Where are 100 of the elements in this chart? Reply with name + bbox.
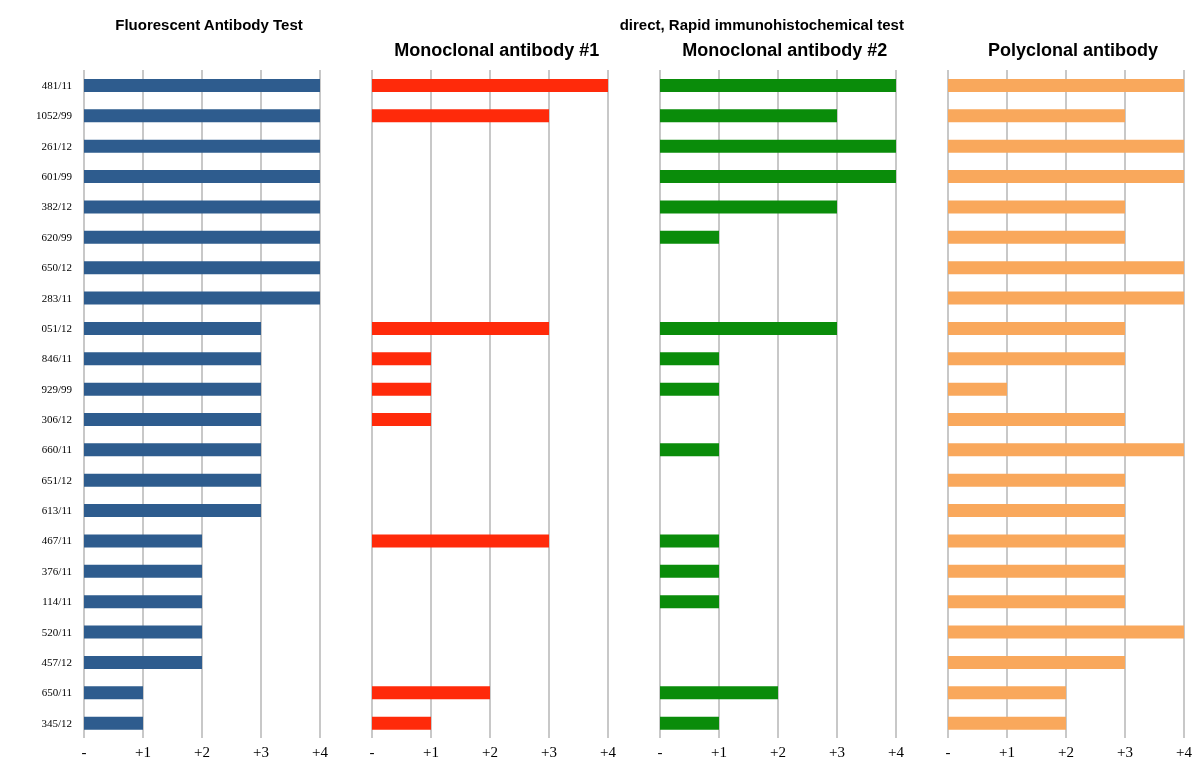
y-tick-label: 345/12 <box>41 716 72 729</box>
y-tick-label: 650/11 <box>41 686 72 699</box>
bar <box>659 716 719 730</box>
bar <box>84 473 261 487</box>
y-tick-label: 382/12 <box>41 200 72 213</box>
x-tick-label: +4 <box>599 743 617 760</box>
bar <box>659 564 719 578</box>
y-tick-label: 261/12 <box>41 139 72 152</box>
bar <box>84 291 320 305</box>
y-tick-label: 613/11 <box>41 504 72 517</box>
bar <box>947 595 1125 609</box>
bar <box>371 686 490 700</box>
x-tick-label: +4 <box>1175 743 1193 760</box>
bar <box>659 352 719 366</box>
bar <box>947 352 1125 366</box>
bar <box>947 291 1184 305</box>
bar <box>84 170 320 184</box>
bar <box>371 382 431 396</box>
bar <box>659 200 837 214</box>
bar <box>947 382 1007 396</box>
y-tick-label: 457/12 <box>41 655 72 668</box>
x-tick-label: +3 <box>253 743 269 760</box>
bar <box>659 170 896 184</box>
bar <box>947 261 1184 275</box>
bar <box>659 230 719 244</box>
bar <box>947 504 1125 518</box>
bar <box>84 443 261 457</box>
bar <box>659 686 778 700</box>
bar <box>947 109 1125 123</box>
bar <box>947 716 1066 730</box>
x-tick-label: - <box>657 743 663 760</box>
x-tick-label: +1 <box>135 743 151 760</box>
bar <box>947 443 1184 457</box>
chart-title: Monoclonal antibody #1 <box>393 40 601 61</box>
bar <box>371 321 549 335</box>
bar <box>371 716 431 730</box>
bar <box>947 139 1184 153</box>
x-tick-label: +3 <box>828 743 845 760</box>
x-tick-label: +4 <box>887 743 905 760</box>
bar <box>84 564 202 578</box>
bar <box>947 230 1125 244</box>
x-tick-label: +2 <box>769 743 786 760</box>
bar <box>659 139 896 153</box>
bar <box>84 79 320 92</box>
chart-title: Polyclonal antibody <box>986 40 1159 61</box>
bar <box>84 413 261 426</box>
y-tick-label: 114/11 <box>42 595 72 608</box>
bar <box>947 473 1125 487</box>
y-tick-label: 846/11 <box>41 352 72 365</box>
bar <box>659 109 837 123</box>
bar <box>371 413 431 426</box>
y-tick-label: 306/12 <box>41 413 72 426</box>
y-tick-label: 660/11 <box>41 443 72 456</box>
x-tick-label: - <box>945 743 951 760</box>
bar <box>371 79 608 92</box>
bar <box>659 382 719 396</box>
y-tick-label: 051/12 <box>41 321 72 334</box>
y-tick-label: 620/99 <box>41 230 73 243</box>
y-tick-label: 929/99 <box>41 382 73 395</box>
x-tick-label: +2 <box>1057 743 1074 760</box>
bar <box>84 261 320 275</box>
bar <box>84 352 261 366</box>
chart-title: Monoclonal antibody #2 <box>681 40 889 61</box>
bar <box>947 534 1125 548</box>
x-tick-label: +2 <box>481 743 498 760</box>
x-tick-label: +3 <box>1116 743 1133 760</box>
bar <box>84 200 320 214</box>
bar <box>947 321 1125 335</box>
chart-subtitle: direct, Rapid immunohistochemical test <box>618 16 905 33</box>
y-tick-label: 467/11 <box>41 534 72 547</box>
bar <box>371 109 549 123</box>
bar <box>84 109 320 123</box>
bar <box>84 321 261 335</box>
bar <box>84 625 202 639</box>
bar <box>659 534 719 548</box>
bar <box>84 716 143 730</box>
bar <box>84 504 261 518</box>
x-tick-label: - <box>369 743 375 760</box>
bar <box>947 625 1184 639</box>
bar <box>947 655 1125 669</box>
bar <box>659 595 719 609</box>
y-tick-label: 601/99 <box>41 170 73 183</box>
bar <box>659 443 719 457</box>
y-tick-label: 1052/99 <box>35 109 73 122</box>
bar <box>371 352 431 366</box>
bar <box>947 170 1184 184</box>
x-tick-label: +3 <box>540 743 557 760</box>
y-tick-label: 283/11 <box>41 291 72 304</box>
bar <box>371 534 549 548</box>
bar <box>84 139 320 153</box>
y-tick-label: 376/11 <box>41 564 72 577</box>
x-tick-label: +2 <box>194 743 210 760</box>
bar <box>947 79 1184 92</box>
x-tick-label: - <box>81 743 87 760</box>
x-tick-label: +1 <box>710 743 727 760</box>
bar <box>947 686 1066 700</box>
bar <box>947 564 1125 578</box>
bar <box>659 321 837 335</box>
bar <box>84 655 202 669</box>
bar <box>84 686 143 700</box>
